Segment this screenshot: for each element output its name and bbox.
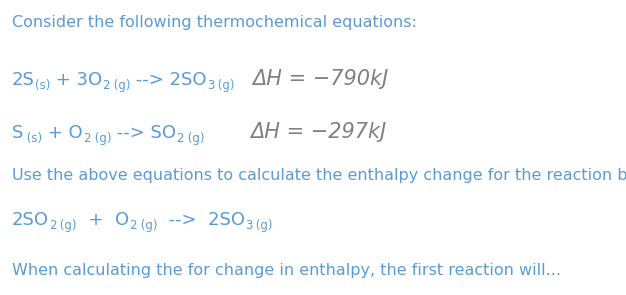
Text: + O: + O xyxy=(43,124,83,142)
Text: (g): (g) xyxy=(183,132,204,145)
Text: Consider the following thermochemical equations:: Consider the following thermochemical eq… xyxy=(12,15,417,30)
Text: --> 2SO: --> 2SO xyxy=(130,71,207,89)
Text: 2: 2 xyxy=(49,219,56,232)
Text: (s): (s) xyxy=(23,132,43,145)
Text: 2: 2 xyxy=(103,79,110,92)
Text: 2: 2 xyxy=(129,219,136,232)
Text: (g): (g) xyxy=(136,219,157,232)
Text: + 3O: + 3O xyxy=(50,71,103,89)
Text: (s): (s) xyxy=(35,79,50,92)
Text: --> SO: --> SO xyxy=(111,124,176,142)
Text: 3: 3 xyxy=(207,79,214,92)
Text: ΔH = −790kJ: ΔH = −790kJ xyxy=(252,69,388,89)
Text: (g): (g) xyxy=(252,219,273,232)
Text: 2S: 2S xyxy=(12,71,35,89)
Text: S: S xyxy=(12,124,23,142)
Text: +  O: + O xyxy=(77,211,129,229)
Text: 2: 2 xyxy=(83,132,91,145)
Text: (g): (g) xyxy=(214,79,235,92)
Text: 3: 3 xyxy=(245,219,252,232)
Text: (g): (g) xyxy=(110,79,130,92)
Text: ΔH = −297kJ: ΔH = −297kJ xyxy=(250,122,386,142)
Text: (g): (g) xyxy=(91,132,111,145)
Text: -->  2SO: --> 2SO xyxy=(157,211,245,229)
Text: Use the above equations to calculate the enthalpy change for the reaction below.: Use the above equations to calculate the… xyxy=(12,168,626,183)
Text: 2: 2 xyxy=(176,132,183,145)
Text: When calculating the for change in enthalpy, the first reaction will...: When calculating the for change in entha… xyxy=(12,263,561,278)
Text: (g): (g) xyxy=(56,219,77,232)
Text: 2SO: 2SO xyxy=(12,211,49,229)
